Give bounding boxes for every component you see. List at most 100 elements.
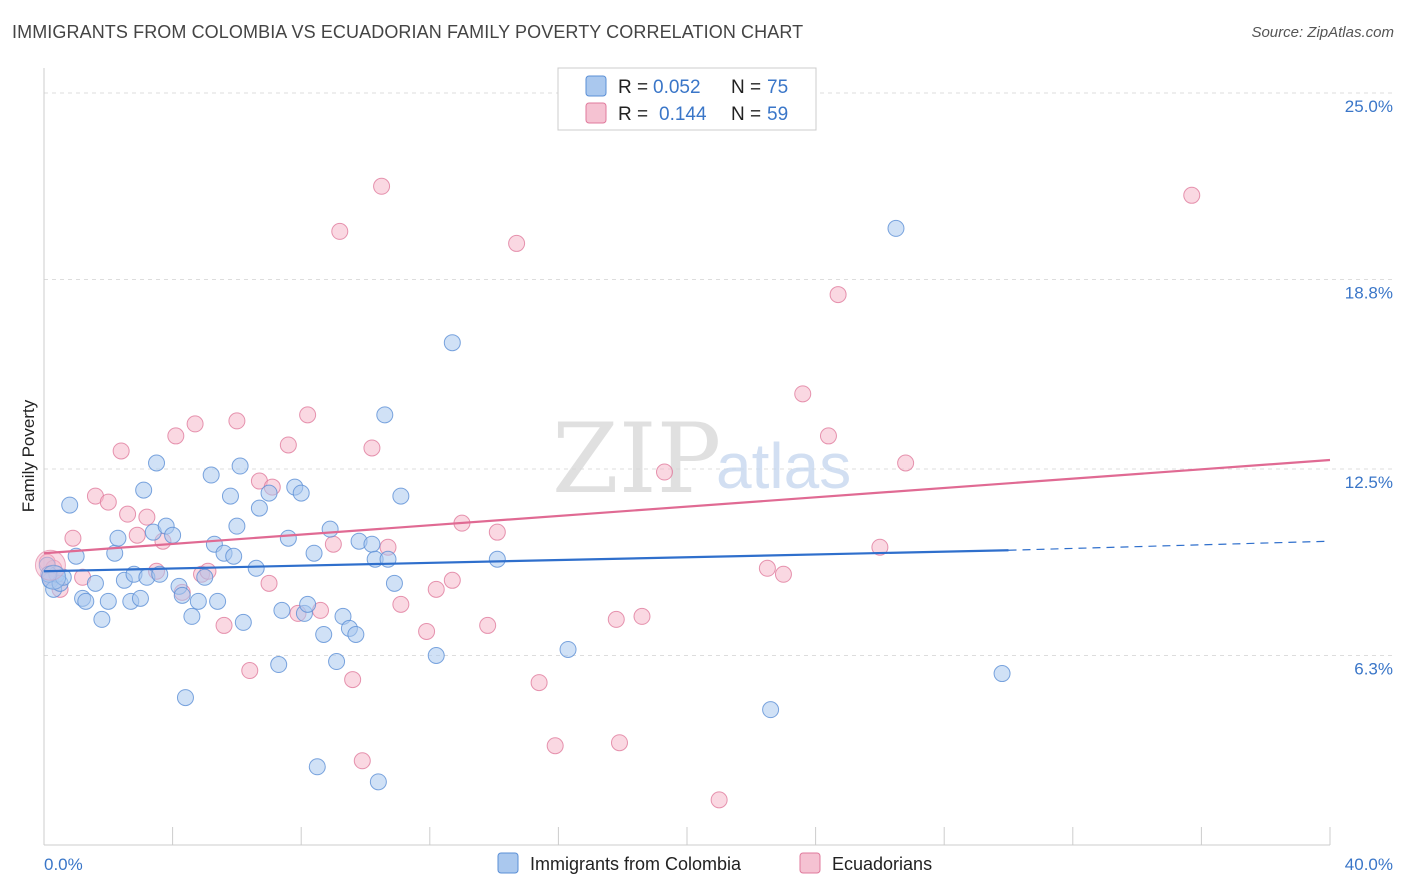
grid-layer: [44, 92, 1392, 657]
ecuadorians-point: [655, 463, 673, 481]
colombia-point: [228, 517, 246, 535]
colombia-point: [209, 592, 227, 610]
ecuadorians-point: [829, 286, 847, 304]
colombia-point: [308, 758, 326, 776]
colombia-point: [427, 647, 445, 665]
colombia-point: [328, 653, 346, 671]
ecuadorians-point: [418, 622, 436, 640]
colombia-point: [93, 610, 111, 628]
colombia-point: [109, 529, 127, 547]
x-tick-label-min: 0.0%: [44, 855, 83, 874]
ecuadorians-trend-line: [43, 458, 1331, 555]
ecuadorians-point: [167, 427, 185, 445]
colombia-point: [270, 656, 288, 674]
ecuadorians-point: [871, 538, 889, 556]
watermark-zip: ZIP: [552, 403, 721, 515]
ecuadorians-point: [353, 752, 371, 770]
legend-r-value-1: 0.052: [653, 77, 701, 98]
legend-n-value-1: 75: [767, 77, 788, 98]
legend-swatch-ecuadorians: [585, 102, 607, 124]
colombia-point: [231, 457, 249, 475]
colombia-point: [148, 454, 166, 472]
colombia-point: [279, 529, 297, 547]
top-legend: R = 0.052 N = 75 R = 0.144 N = 59: [557, 67, 817, 131]
colombia-point: [196, 568, 214, 586]
colombia-cluster: [41, 564, 67, 590]
ecuadorians-point: [215, 616, 233, 634]
ecuadorians-point: [479, 616, 497, 634]
ecuadorians-point: [427, 580, 445, 598]
colombia-point: [993, 665, 1011, 683]
colombia-point: [164, 526, 182, 544]
trend-layer: [43, 458, 1331, 573]
y-tick-label: 25.0%: [1345, 97, 1393, 116]
colombia-point: [385, 574, 403, 592]
ecuadorians-point: [331, 222, 349, 240]
ecuadorians-point: [138, 508, 156, 526]
ecuadorians-point: [344, 671, 362, 689]
colombia-point: [273, 601, 291, 619]
colombia-point: [151, 565, 169, 583]
ecuadorians-point: [186, 415, 204, 433]
ecuadorians-point: [546, 737, 564, 755]
ecuadorians-point: [392, 595, 410, 613]
bottom-legend-label-colombia: Immigrants from Colombia: [530, 854, 742, 874]
ecuadorians-point: [758, 559, 776, 577]
colombia-point: [173, 586, 191, 604]
y-tick-label: 12.5%: [1345, 473, 1393, 492]
legend-n-label-1: N =: [731, 77, 761, 98]
colombia-point: [77, 592, 95, 610]
colombia-point: [176, 689, 194, 707]
ecuadorians-point: [1183, 186, 1201, 204]
x-tick-label-max: 40.0%: [1345, 855, 1393, 874]
ecuadorians-point: [488, 523, 506, 541]
colombia-point: [250, 499, 268, 517]
colombia-point: [392, 487, 410, 505]
colombia-point: [315, 625, 333, 643]
ecuadorians-point: [299, 406, 317, 424]
ecuadorians-point: [324, 535, 342, 553]
colombia-point: [887, 219, 905, 237]
colombia-point: [369, 773, 387, 791]
axes-layer: [43, 68, 1331, 846]
ecuadorians-point: [112, 442, 130, 460]
bottom-legend-swatch-ecuadorians: [799, 852, 821, 874]
chart-source: Source: ZipAtlas.com: [1251, 24, 1394, 41]
colombia-point: [321, 520, 339, 538]
colombia-point: [183, 607, 201, 625]
ecuadorians-point: [128, 526, 146, 544]
colombia-point: [221, 487, 239, 505]
legend-swatch-colombia: [585, 75, 607, 97]
colombia-point: [443, 334, 461, 352]
colombia-point: [488, 550, 506, 568]
colombia-point: [234, 613, 252, 631]
ecuadorians-point: [228, 412, 246, 430]
colombia-point: [260, 484, 278, 502]
ecuadorians-point: [241, 662, 259, 680]
ecuadorians-point: [610, 734, 628, 752]
ecuadorians-point: [794, 385, 812, 403]
ecuadorians-point: [633, 607, 651, 625]
ecuadorians-point: [508, 234, 526, 252]
colombia-point: [762, 701, 780, 719]
ecuadorians-point: [530, 674, 548, 692]
ecuadorians-point: [819, 427, 837, 445]
ecuadorians-point: [607, 610, 625, 628]
colombia-point: [347, 625, 365, 643]
ecuadorians-point: [279, 436, 297, 454]
y-tick-label: 6.3%: [1354, 660, 1393, 679]
colombia-point: [292, 484, 310, 502]
bottom-legend-swatch-colombia: [497, 852, 519, 874]
legend-r-label-2: R =: [618, 104, 648, 125]
ecuadorians-point: [363, 439, 381, 457]
colombia-point: [299, 595, 317, 613]
ecuadorians-point: [64, 529, 82, 547]
ecuadorians-point: [897, 454, 915, 472]
colombia-point: [86, 574, 104, 592]
ecuadorians-point: [710, 791, 728, 809]
bottom-legend: Immigrants from Colombia Ecuadorians: [497, 852, 932, 874]
colombia-trend-extension: [1008, 540, 1331, 551]
legend-n-value-2: 59: [767, 104, 788, 125]
ecuadorians-point: [260, 574, 278, 592]
